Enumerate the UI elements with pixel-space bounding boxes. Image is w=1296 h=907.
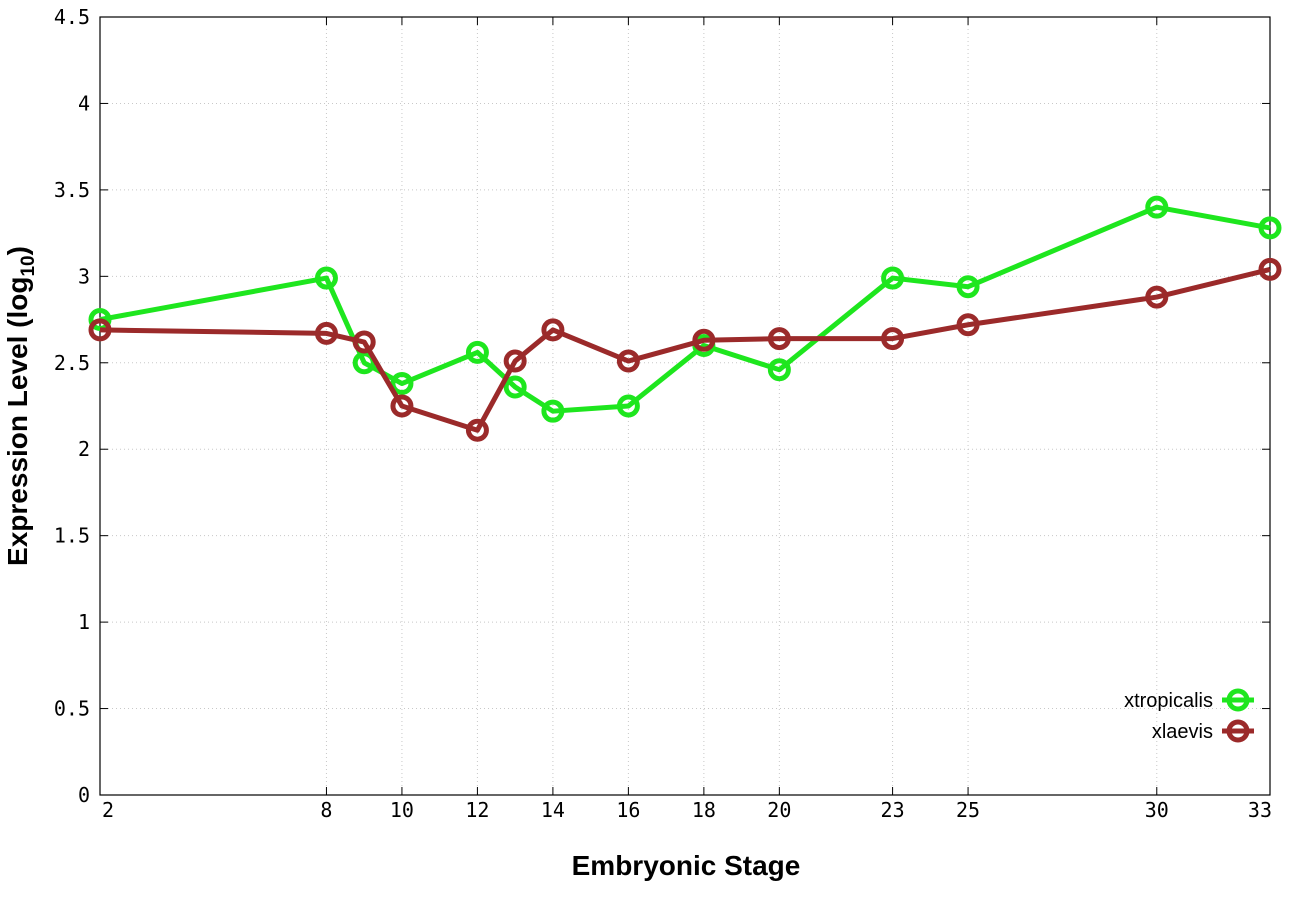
x-tick-label: 12 bbox=[465, 798, 489, 822]
data-point-xtropicalis bbox=[503, 375, 527, 399]
x-tick-label: 23 bbox=[881, 798, 905, 822]
data-point-xtropicalis bbox=[541, 399, 565, 423]
y-axis-title-end: ) bbox=[2, 246, 33, 255]
data-point-xlaevis bbox=[956, 313, 980, 337]
grid-lines bbox=[100, 17, 1270, 795]
data-point-xlaevis bbox=[616, 349, 640, 373]
y-tick-label: 0.5 bbox=[54, 697, 90, 721]
data-point-xtropicalis bbox=[88, 308, 112, 332]
y-tick-label: 2.5 bbox=[54, 351, 90, 375]
legend-marker-xlaevis bbox=[1226, 719, 1250, 743]
data-point-xtropicalis bbox=[314, 266, 338, 290]
series-line-xtropicalis bbox=[99, 204, 1271, 414]
legend-label-xlaevis: xlaevis bbox=[1152, 721, 1213, 743]
data-point-xlaevis bbox=[352, 330, 376, 354]
y-tick-label: 4 bbox=[78, 91, 90, 115]
data-point-xlaevis bbox=[465, 418, 489, 442]
data-point-xlaevis bbox=[767, 327, 791, 351]
y-tick-label: 4.5 bbox=[54, 5, 90, 29]
data-point-xtropicalis bbox=[465, 340, 489, 364]
x-tick-label: 20 bbox=[767, 798, 791, 822]
series-xtropicalis bbox=[88, 195, 1282, 423]
axis-ticks: 0 0.5 1 1.5 2 2.5 3 3.5 4 4.5 2 8 10 12 14 16 18 20 23 25 30… bbox=[54, 5, 1272, 822]
plot-frame bbox=[99, 16, 1271, 796]
data-series bbox=[88, 195, 1282, 442]
y-tick-label: 3.5 bbox=[54, 178, 90, 202]
y-tick-label: 2 bbox=[78, 437, 90, 461]
data-point-xtropicalis bbox=[1145, 195, 1169, 219]
x-tick-label: 18 bbox=[692, 798, 716, 822]
data-point-xtropicalis bbox=[390, 372, 414, 396]
data-point-xtropicalis bbox=[956, 275, 980, 299]
y-tick-label: 1 bbox=[78, 610, 90, 634]
data-point-xlaevis bbox=[541, 318, 565, 342]
series-line-xlaevis bbox=[99, 266, 1271, 433]
data-point-xlaevis bbox=[1258, 257, 1282, 281]
data-point-xlaevis bbox=[88, 318, 112, 342]
legend: xtropicalis xlaevis bbox=[1124, 688, 1254, 743]
x-tick-label: 33 bbox=[1248, 798, 1272, 822]
data-point-xtropicalis bbox=[767, 358, 791, 382]
data-point-xtropicalis bbox=[881, 266, 905, 290]
data-point-xlaevis bbox=[692, 328, 716, 352]
x-tick-label: 16 bbox=[616, 798, 640, 822]
x-tick-label: 14 bbox=[541, 798, 565, 822]
x-tick-label: 2 bbox=[102, 798, 114, 822]
y-tick-label: 3 bbox=[78, 264, 90, 288]
y-axis-title-main: Expression Level (log bbox=[2, 277, 33, 566]
series-xlaevis bbox=[88, 257, 1282, 442]
data-point-xlaevis bbox=[314, 321, 338, 345]
x-axis-title: Embryonic Stage bbox=[572, 850, 801, 881]
legend-label-xtropicalis: xtropicalis bbox=[1124, 690, 1213, 712]
y-axis-title: Expression Level (log10) bbox=[2, 246, 39, 566]
x-tick-label: 30 bbox=[1145, 798, 1169, 822]
y-tick-label: 1.5 bbox=[54, 524, 90, 548]
data-point-xtropicalis bbox=[352, 351, 376, 375]
x-tick-label: 8 bbox=[320, 798, 332, 822]
x-tick-label: 25 bbox=[956, 798, 980, 822]
legend-marker-xtropicalis bbox=[1226, 688, 1250, 712]
x-tick-label: 10 bbox=[390, 798, 414, 822]
data-point-xlaevis bbox=[881, 327, 905, 351]
y-tick-label: 0 bbox=[78, 783, 90, 807]
data-point-xlaevis bbox=[503, 349, 527, 373]
data-point-xlaevis bbox=[1145, 285, 1169, 309]
data-point-xlaevis bbox=[390, 394, 414, 418]
y-axis-title-subscript: 10 bbox=[18, 255, 39, 276]
data-point-xtropicalis bbox=[616, 394, 640, 418]
data-point-xtropicalis bbox=[1258, 216, 1282, 240]
